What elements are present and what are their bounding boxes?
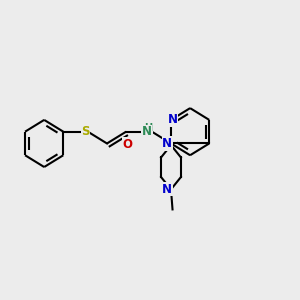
Text: N: N bbox=[162, 137, 172, 150]
Text: N: N bbox=[167, 113, 178, 126]
Text: O: O bbox=[123, 138, 133, 151]
Text: N: N bbox=[142, 125, 152, 138]
Text: H: H bbox=[144, 123, 152, 134]
Text: N: N bbox=[162, 183, 172, 196]
Text: S: S bbox=[81, 125, 90, 138]
